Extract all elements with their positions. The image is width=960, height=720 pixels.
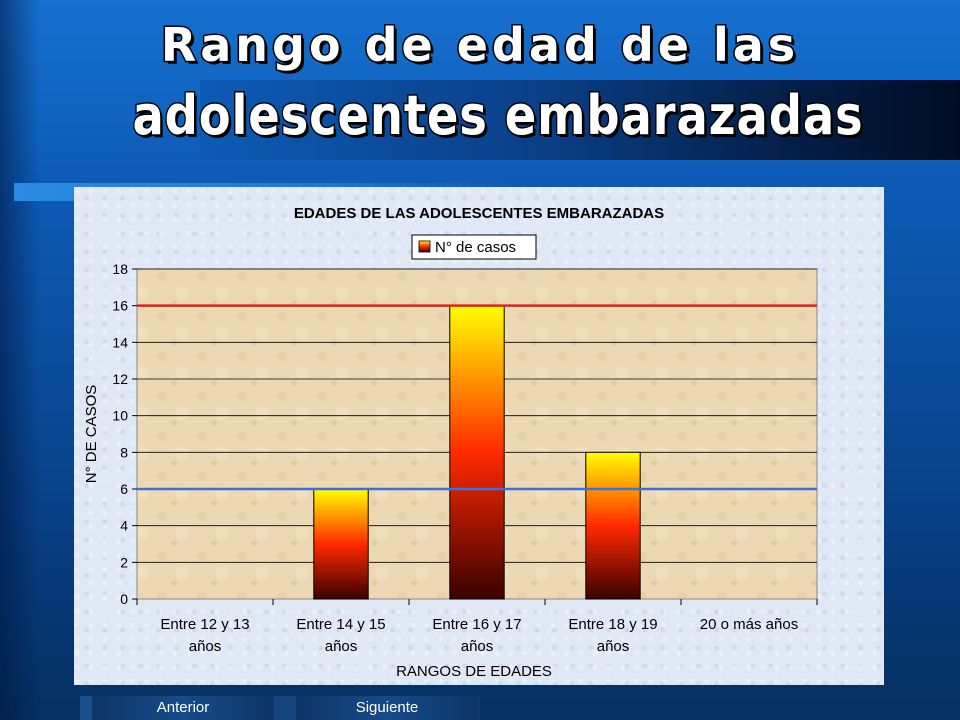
x-axis-title: RANGOS DE EDADES	[396, 663, 552, 680]
x-tick-label: Entre 18 y 19	[568, 616, 657, 633]
y-tick-label: 4	[120, 518, 128, 534]
y-tick-label: 8	[120, 444, 128, 460]
chart-legend: N° de casos	[411, 234, 537, 260]
y-tick-label: 10	[112, 408, 128, 424]
y-axis-ticks: 0 2 4 6 8 10 12 14 16 18	[112, 261, 137, 607]
bar-chart: EDADES DE LAS ADOLESCENTES EMBARAZADAS N…	[83, 205, 818, 680]
slide-title-line2: adolescentes embarazadas	[131, 83, 864, 149]
y-tick-label: 18	[112, 261, 128, 277]
bar	[313, 488, 369, 600]
x-tick-label: 20 o más años	[700, 616, 798, 633]
previous-button[interactable]: Anterior	[92, 696, 274, 720]
bar	[449, 305, 505, 600]
x-tick-label: años	[461, 638, 494, 655]
y-tick-label: 12	[112, 371, 128, 387]
bars	[313, 305, 641, 600]
bar	[585, 451, 641, 600]
legend-label: N° de casos	[435, 239, 516, 256]
y-tick-label: 14	[112, 334, 128, 350]
chart-title: EDADES DE LAS ADOLESCENTES EMBARAZADAS	[294, 205, 664, 222]
y-axis-title: N° DE CASOS	[83, 385, 100, 484]
x-tick-label: años	[189, 638, 222, 655]
left-edge-shade	[0, 0, 40, 720]
slide-title-line1: Rango de edad de las	[159, 17, 800, 74]
y-tick-label: 2	[120, 554, 128, 570]
next-button[interactable]: Siguiente	[296, 696, 478, 720]
y-tick-label: 16	[112, 298, 128, 314]
chart-panel: EDADES DE LAS ADOLESCENTES EMBARAZADAS N…	[74, 187, 884, 685]
x-tick-label: Entre 14 y 15	[296, 616, 385, 633]
x-axis-labels: Entre 12 y 13 años Entre 14 y 15 años Entre …	[136, 599, 818, 655]
y-tick-label: 0	[120, 591, 128, 607]
navigation-bar: Anterior Siguiente	[80, 696, 480, 720]
x-tick-label: Entre 16 y 17	[432, 616, 521, 633]
legend-swatch	[418, 240, 431, 253]
x-tick-label: Entre 12 y 13	[160, 616, 249, 633]
reference-lines	[137, 304, 817, 491]
x-tick-label: años	[325, 638, 358, 655]
title-band	[200, 80, 960, 160]
y-tick-label: 6	[120, 481, 128, 497]
x-tick-label: años	[597, 638, 630, 655]
